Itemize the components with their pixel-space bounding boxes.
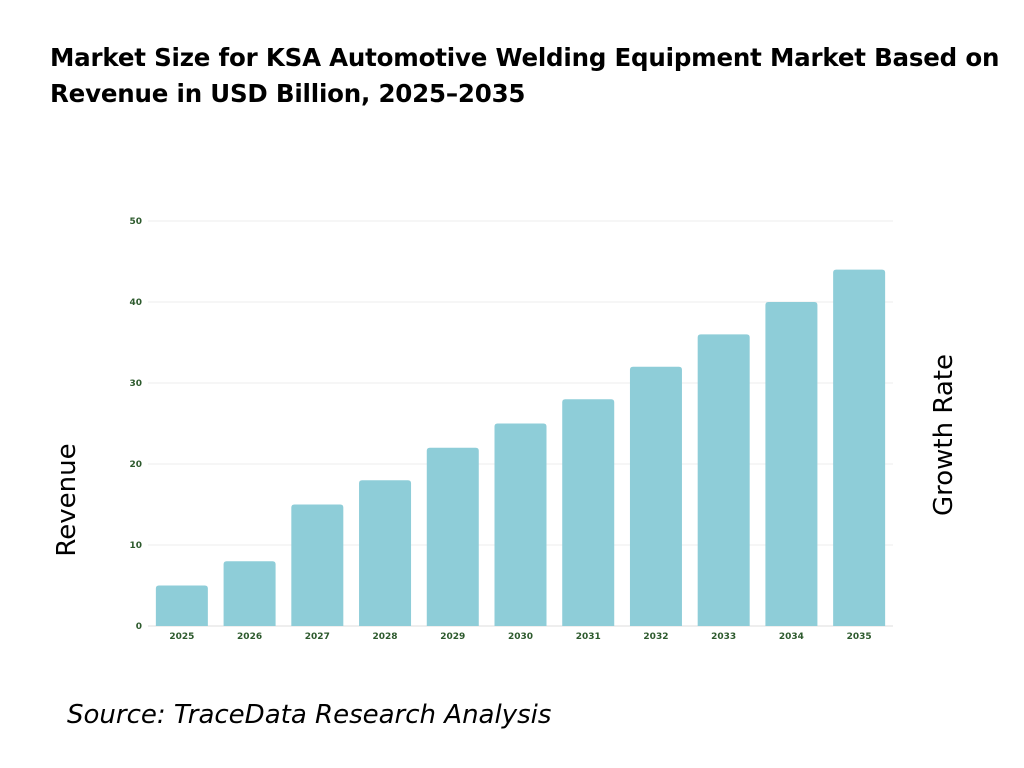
x-tick-label: 2025 bbox=[169, 632, 194, 642]
x-tick-label: 2028 bbox=[373, 632, 398, 642]
x-tick-label: 2029 bbox=[440, 632, 465, 642]
y-tick-label: 10 bbox=[129, 541, 142, 551]
y-tick-label: 50 bbox=[129, 217, 142, 227]
bar bbox=[562, 399, 615, 626]
bar bbox=[155, 585, 208, 626]
bar bbox=[629, 366, 682, 626]
y-tick-label: 30 bbox=[129, 379, 142, 389]
x-tick-label: 2027 bbox=[305, 632, 330, 642]
x-tick-label: 2035 bbox=[847, 632, 872, 642]
bar bbox=[494, 423, 547, 626]
x-tick-label: 2034 bbox=[779, 632, 804, 642]
bar bbox=[426, 447, 479, 626]
bar bbox=[833, 269, 886, 626]
x-tick-label: 2033 bbox=[711, 632, 736, 642]
y-tick-label: 0 bbox=[136, 622, 142, 632]
x-tick-label: 2030 bbox=[508, 632, 533, 642]
x-tick-label: 2026 bbox=[237, 632, 262, 642]
x-tick-label: 2031 bbox=[576, 632, 601, 642]
bar bbox=[359, 480, 412, 626]
source-note: Source: TraceData Research Analysis bbox=[67, 700, 552, 730]
chart-title: Market Size for KSA Automotive Welding E… bbox=[50, 43, 1000, 108]
bar bbox=[697, 334, 750, 626]
y-tick-label: 20 bbox=[129, 460, 142, 470]
bar bbox=[765, 302, 818, 626]
x-tick-label: 2032 bbox=[643, 632, 668, 642]
bar bbox=[291, 504, 344, 626]
bar bbox=[223, 561, 276, 626]
y-tick-label: 40 bbox=[129, 298, 142, 308]
